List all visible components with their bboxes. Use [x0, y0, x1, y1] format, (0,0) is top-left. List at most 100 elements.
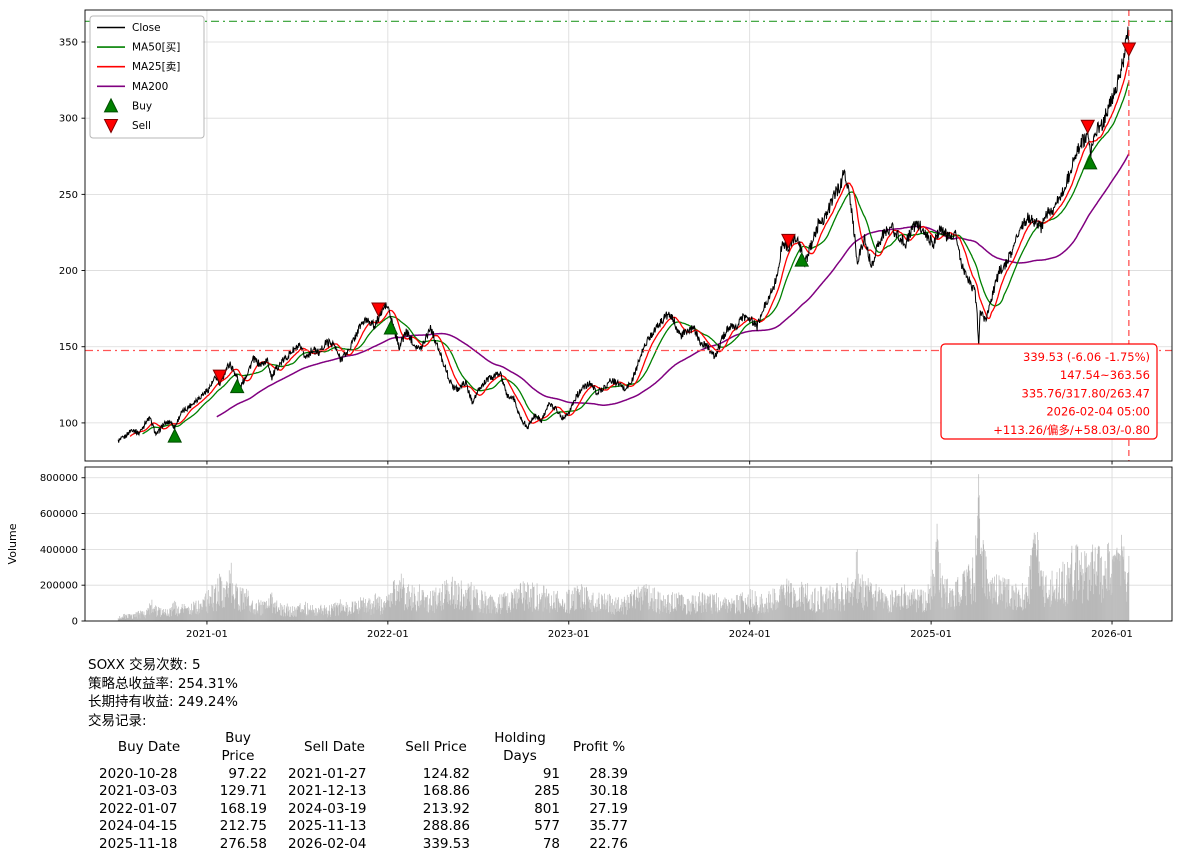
trade-cell: 35.77	[589, 818, 628, 835]
trade-col-header: Sell Price	[405, 739, 467, 756]
trade-cell: 22.76	[589, 835, 628, 852]
trade-cell: 2022-01-07	[99, 800, 178, 817]
trade-cell: 801	[534, 800, 560, 817]
svg-text:600000: 600000	[40, 509, 78, 520]
trade-cell: 213.92	[422, 800, 470, 817]
svg-text:2026-01: 2026-01	[1091, 629, 1133, 640]
trade-cell: 212.75	[219, 818, 267, 835]
svg-text:2022-01: 2022-01	[367, 629, 409, 640]
annotation-line: 2026-02-04 05:00	[1046, 405, 1150, 419]
trade-cell: 2024-04-15	[99, 818, 178, 835]
trade-cell: 78	[542, 835, 560, 852]
annotation-box: 339.53 (-6.06 -1.75%) 147.54~363.56 335.76…	[940, 343, 1158, 440]
sell-marker	[371, 302, 386, 318]
trade-records-label: 交易记录:	[88, 712, 147, 729]
trade-col-header: Sell Date	[304, 739, 365, 756]
sell-marker	[1080, 119, 1096, 135]
svg-text:100: 100	[59, 418, 78, 429]
buy-marker	[1082, 154, 1098, 170]
trade-cell: 97.22	[228, 765, 267, 782]
trade-table: Buy Date Buy Price Sell Date Sell Price Hold…	[94, 730, 633, 853]
buy-marker	[794, 252, 810, 267]
legend-label: MA50[买]	[132, 42, 180, 54]
legend-label: Buy	[132, 100, 152, 112]
ma200-line	[216, 153, 1130, 418]
trade-cell: 27.19	[589, 800, 628, 817]
svg-text:250: 250	[59, 190, 78, 201]
trade-row: 2021-03-03 129.71 2021-12-13 168.86 285 30.18	[94, 783, 633, 801]
close-line	[117, 26, 1130, 443]
trade-cell: 124.82	[422, 765, 470, 782]
svg-text:800000: 800000	[40, 473, 78, 484]
svg-text:150: 150	[59, 342, 78, 353]
hold-return-line: 长期持有收益: 249.24%	[88, 694, 238, 711]
trade-cell: 2024-03-19	[288, 800, 367, 817]
trade-col-header: Holding Days	[494, 730, 546, 764]
trade-row: 2022-01-07 168.19 2024-03-19 213.92 801 27.19	[94, 801, 633, 819]
trade-cell: 2021-03-03	[99, 783, 178, 800]
volume-axes	[84, 466, 1173, 622]
trade-cell: 2021-12-13	[288, 783, 367, 800]
trade-row: 2024-04-15 212.75 2025-11-13 288.86 577 35.77	[94, 818, 633, 836]
ma25-line	[129, 60, 1130, 437]
trade-col-header: Buy Date	[117, 739, 181, 756]
legend-label: MA25[卖]	[132, 61, 180, 73]
trade-cell: 276.58	[219, 835, 267, 852]
legend: Close MA50[买] MA25[卖] MA200 Buy Sell	[89, 15, 205, 139]
svg-text:200000: 200000	[40, 581, 78, 592]
trade-cell: 168.19	[219, 800, 267, 817]
svg-text:350: 350	[59, 37, 78, 48]
svg-text:0: 0	[72, 617, 78, 628]
trade-cell: 168.86	[422, 783, 470, 800]
svg-text:2023-01: 2023-01	[548, 629, 590, 640]
sell-marker	[212, 369, 228, 385]
gridlines	[85, 10, 1172, 622]
legend-buy-marker	[103, 97, 119, 113]
trade-col-header: Profit %	[572, 739, 626, 756]
sell-marker	[1121, 42, 1137, 58]
trade-col-header: Buy Price	[221, 730, 255, 764]
trade-cell: 288.86	[422, 818, 470, 835]
volume-axis-label: Volume	[6, 523, 19, 564]
stock-chart: 100 150 200 250 300 350 0 200000 400000 600000 800…	[6, 9, 1173, 640]
svg-text:2024-01: 2024-01	[729, 629, 771, 640]
trade-row: 2020-10-28 97.22 2021-01-27 124.82 91 28.39	[94, 766, 633, 784]
trade-cell: 2020-10-28	[99, 765, 178, 782]
trade-cell: 28.39	[589, 765, 628, 782]
price-axes	[84, 9, 1173, 462]
trade-cell: 2025-11-13	[288, 818, 367, 835]
trade-cell: 129.71	[219, 783, 267, 800]
legend-label: MA200	[132, 81, 168, 93]
trade-row: 2025-11-18 276.58 2026-02-04 339.53 78 22.76	[94, 836, 633, 854]
trade-cell: 2026-02-04	[288, 835, 367, 852]
buy-marker	[167, 428, 183, 443]
trade-cell: 2021-01-27	[288, 765, 367, 782]
svg-text:300: 300	[59, 114, 78, 125]
annotation-line: 339.53 (-6.06 -1.75%)	[1023, 350, 1150, 364]
trade-cell: 339.53	[422, 835, 470, 852]
sell-marker	[781, 233, 796, 249]
buy-marker	[383, 319, 399, 335]
legend-label: Sell	[132, 120, 151, 132]
trade-table-header: Buy Date Buy Price Sell Date Sell Price Hold…	[94, 730, 633, 765]
svg-text:2025-01: 2025-01	[910, 629, 952, 640]
volume-bars	[117, 474, 1130, 621]
svg-text:200: 200	[59, 266, 78, 277]
trade-cell: 577	[534, 818, 560, 835]
trade-count-line: SOXX 交易次数: 5	[88, 657, 201, 673]
trade-cell: 91	[542, 765, 560, 782]
trade-markers	[167, 42, 1137, 443]
svg-text:2021-01: 2021-01	[186, 629, 228, 640]
legend-label: Close	[132, 22, 161, 34]
annotation-line: 147.54~363.56	[1060, 368, 1150, 382]
summary-block: SOXX 交易次数: 5 策略总收益率: 254.31% 长期持有收益: 249…	[88, 656, 1180, 854]
axis-ticks: 100 150 200 250 300 350 0 200000 400000 600000 800…	[40, 37, 1133, 640]
trade-cell: 2025-11-18	[99, 835, 178, 852]
svg-text:400000: 400000	[40, 545, 78, 556]
strategy-return-line: 策略总收益率: 254.31%	[88, 675, 238, 692]
trade-cell: 30.18	[589, 783, 628, 800]
annotation-line: 335.76/317.80/263.47	[1022, 386, 1150, 400]
buy-marker	[229, 378, 245, 394]
legend-sell-marker	[103, 119, 119, 134]
